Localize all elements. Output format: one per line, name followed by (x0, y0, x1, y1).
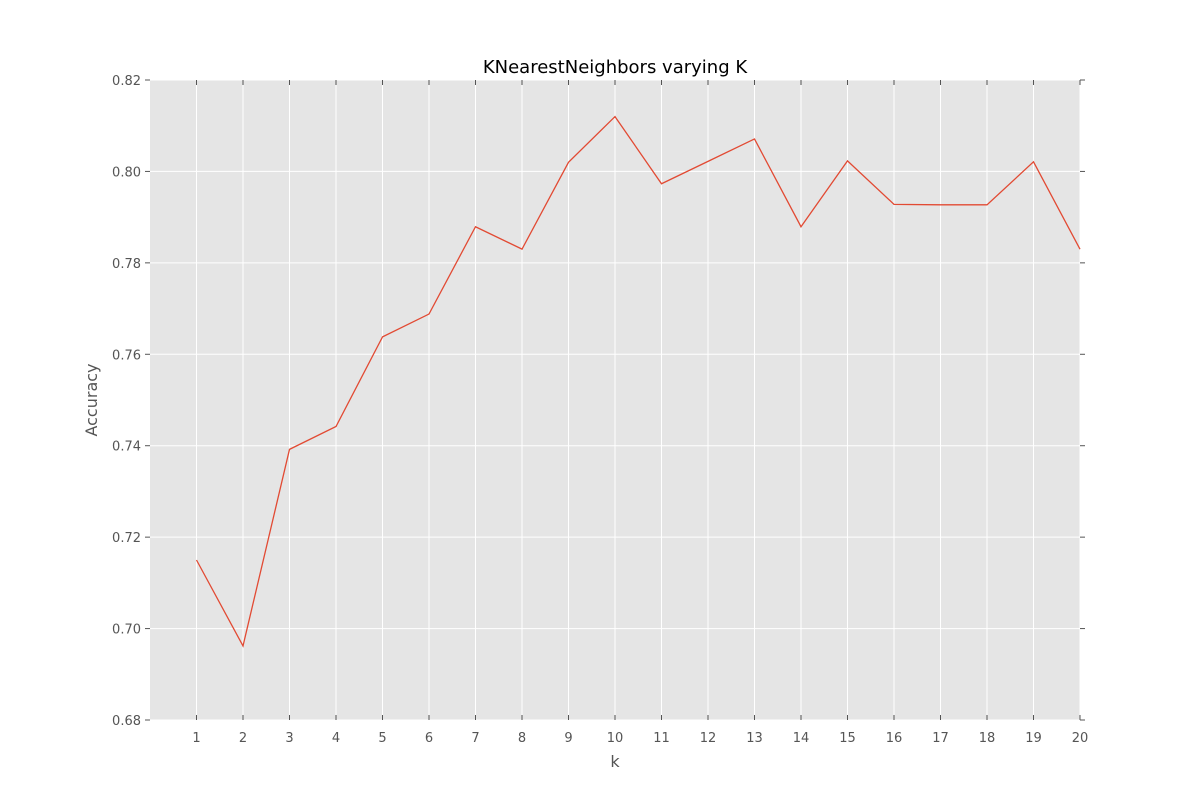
x-tick-label: 6 (425, 731, 433, 746)
x-tick-label: 2 (239, 731, 247, 746)
chart-title: KNearestNeighbors varying K (483, 57, 748, 78)
x-tick-label: 13 (746, 731, 763, 746)
x-tick-label: 1 (192, 731, 200, 746)
x-tick-label: 8 (518, 731, 526, 746)
tick-marks (145, 79, 1085, 721)
x-tick-label: 4 (332, 731, 340, 746)
x-tick-label: 14 (793, 731, 810, 746)
y-tick-label: 0.70 (112, 623, 141, 638)
x-axis-label: k (610, 752, 620, 771)
x-tick-label: 19 (1025, 731, 1042, 746)
x-tick-label: 16 (886, 731, 903, 746)
y-tick-label: 0.78 (112, 257, 141, 272)
y-tick-label: 0.82 (112, 74, 141, 89)
y-tick-label: 0.74 (112, 440, 141, 455)
x-tick-label: 9 (564, 731, 572, 746)
x-tick-label: 11 (653, 731, 670, 746)
x-tick-label: 17 (932, 731, 949, 746)
y-tick-label: 0.76 (112, 348, 141, 363)
y-axis-label: Accuracy (82, 363, 101, 436)
x-tick-label: 5 (378, 731, 386, 746)
tick-labels: 1 2 3 4 5 6 7 8 9 10 11 12 13 14 15 16 17 18 19 200.680.700… (112, 74, 1088, 746)
y-tick-label: 0.72 (112, 531, 141, 546)
grid (150, 79, 1081, 721)
x-tick-label: 18 (979, 731, 996, 746)
series-line (195, 115, 1081, 648)
y-tick-label: 0.68 (112, 714, 141, 729)
series-layer (195, 115, 1081, 648)
x-tick-label: 7 (471, 731, 479, 746)
x-tick-label: 3 (285, 731, 293, 746)
x-tick-label: 15 (839, 731, 856, 746)
x-tick-label: 10 (607, 731, 624, 746)
x-tick-label: 12 (700, 731, 717, 746)
y-tick-label: 0.80 (112, 165, 141, 180)
x-tick-label: 20 (1072, 731, 1089, 746)
